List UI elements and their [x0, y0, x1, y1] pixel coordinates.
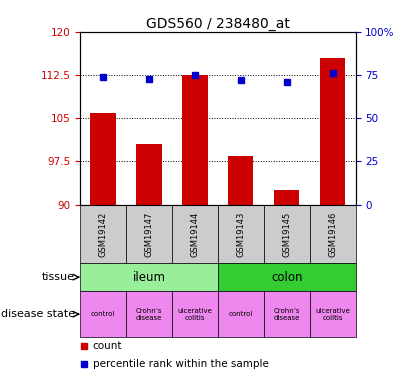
Bar [126, 205, 172, 263]
Text: control: control [91, 311, 115, 317]
Bar [228, 156, 254, 205]
Bar [264, 291, 309, 338]
Bar [126, 291, 172, 338]
Bar [218, 263, 356, 291]
Text: GSM19145: GSM19145 [282, 211, 291, 256]
Bar [218, 291, 264, 338]
Bar [172, 291, 218, 338]
Text: tissue: tissue [42, 272, 75, 282]
Text: ileum: ileum [132, 271, 166, 284]
Bar [264, 205, 309, 263]
Text: GSM19144: GSM19144 [190, 211, 199, 256]
Text: GSM19143: GSM19143 [236, 211, 245, 256]
Text: Crohn’s
disease: Crohn’s disease [273, 308, 300, 321]
Bar [80, 205, 126, 263]
Text: percentile rank within the sample: percentile rank within the sample [92, 360, 268, 369]
Text: control: control [229, 311, 253, 317]
Bar [274, 190, 299, 205]
Bar [309, 291, 356, 338]
Bar [309, 205, 356, 263]
Title: GDS560 / 238480_at: GDS560 / 238480_at [146, 17, 290, 31]
Bar [182, 75, 208, 205]
Text: GSM19142: GSM19142 [99, 211, 108, 256]
Text: count: count [92, 341, 122, 351]
Text: ulcerative
colitis: ulcerative colitis [315, 308, 350, 321]
Bar [90, 112, 116, 205]
Text: GSM19146: GSM19146 [328, 211, 337, 256]
Bar [172, 205, 218, 263]
Bar [80, 291, 126, 338]
Bar [218, 205, 264, 263]
Bar [136, 144, 162, 205]
Bar [80, 263, 218, 291]
Bar [320, 58, 345, 205]
Text: colon: colon [271, 271, 302, 284]
Text: ulcerative
colitis: ulcerative colitis [178, 308, 212, 321]
Text: disease state: disease state [0, 309, 75, 319]
Text: GSM19147: GSM19147 [145, 211, 153, 256]
Text: Crohn’s
disease: Crohn’s disease [136, 308, 162, 321]
